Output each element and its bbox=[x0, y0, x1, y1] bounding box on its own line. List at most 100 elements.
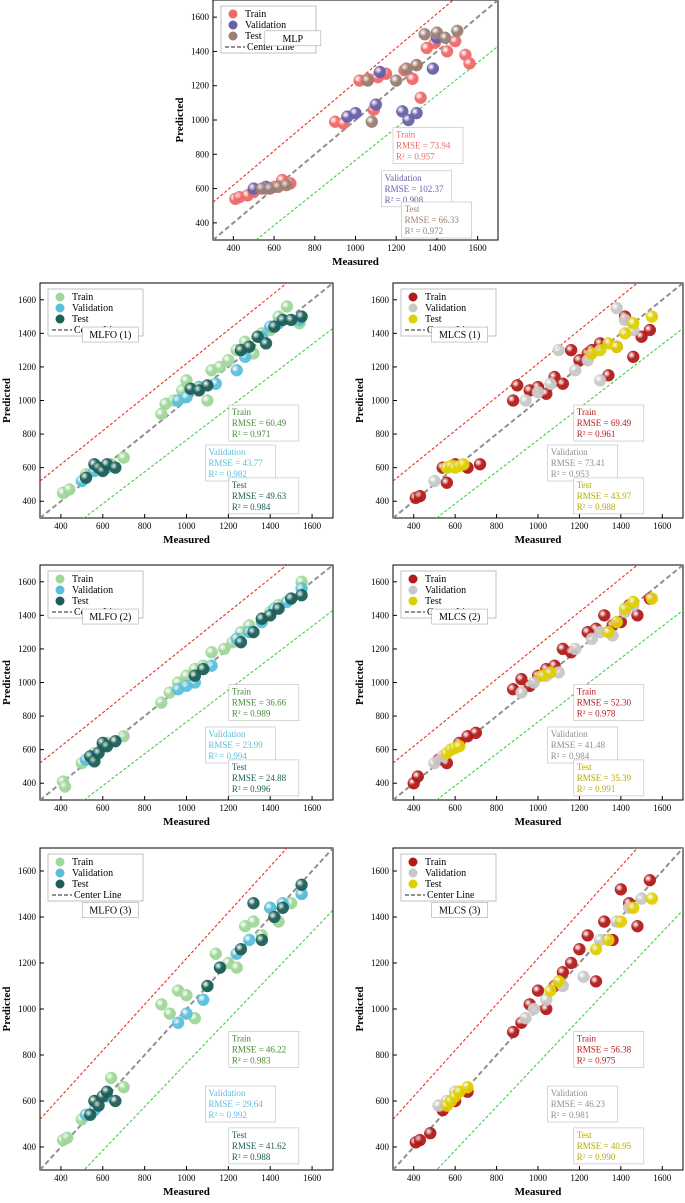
model-label: MLCS (2) bbox=[439, 612, 480, 623]
y-tick-label: 400 bbox=[23, 496, 37, 506]
train-point bbox=[598, 609, 611, 622]
legend-marker-train bbox=[55, 292, 65, 302]
legend-marker-validation bbox=[408, 303, 418, 313]
y-tick-label: 1200 bbox=[371, 958, 390, 968]
stat-set-label: Test bbox=[577, 762, 592, 772]
y-axis-title: Predicted bbox=[354, 660, 366, 705]
x-tick-label: 1400 bbox=[261, 521, 280, 531]
upper-bound-line bbox=[40, 848, 288, 1120]
legend-marker-test bbox=[55, 879, 65, 889]
train-point bbox=[213, 360, 227, 374]
x-tick-label: 600 bbox=[448, 521, 462, 531]
test-point bbox=[610, 615, 623, 629]
stat-set-label: Test bbox=[232, 1130, 247, 1140]
test-point bbox=[84, 1108, 97, 1122]
model-label: MLFO (2) bbox=[89, 612, 131, 623]
lower-bound-line bbox=[435, 327, 683, 518]
train-point bbox=[413, 489, 427, 503]
train-point bbox=[104, 1071, 118, 1085]
stat-set-label: Train bbox=[232, 407, 252, 417]
y-tick-label: 800 bbox=[23, 1050, 37, 1060]
test-point bbox=[109, 1094, 122, 1108]
stat-set-label: Validation bbox=[385, 173, 422, 183]
legend-label-validation: Validation bbox=[425, 303, 466, 314]
x-tick-label: 800 bbox=[490, 1173, 504, 1183]
y-tick-label: 400 bbox=[196, 218, 210, 228]
lower-bound-line bbox=[435, 909, 683, 1170]
lower-bound-line bbox=[83, 609, 333, 800]
model-label: MLCS (3) bbox=[439, 905, 480, 916]
test-point bbox=[234, 943, 248, 956]
plot-area bbox=[393, 565, 683, 800]
train-point bbox=[643, 323, 657, 337]
test-point bbox=[618, 602, 632, 615]
test-point bbox=[438, 31, 452, 44]
x-axis-title: Measured bbox=[515, 1186, 562, 1198]
train-point bbox=[631, 920, 644, 933]
chart-panel-2: 400 600 800 1000 1200 1400 1600 400 600 800 1000 12… bbox=[354, 282, 684, 546]
test-point bbox=[251, 330, 264, 343]
stat-set-label: Validation bbox=[208, 729, 245, 739]
legend-label-validation: Validation bbox=[72, 585, 113, 596]
validation-point bbox=[544, 377, 557, 390]
stat-set-label: Validation bbox=[208, 447, 245, 457]
stat-rmse: RMSE = 43.97 bbox=[577, 491, 632, 501]
y-tick-label: 1200 bbox=[371, 644, 390, 654]
stat-set-label: Train bbox=[577, 687, 597, 697]
x-tick-label: 1000 bbox=[178, 1173, 197, 1183]
y-tick-label: 1000 bbox=[371, 1004, 390, 1014]
plot-area bbox=[40, 283, 333, 518]
train-point bbox=[573, 943, 586, 956]
stat-set-label: Test bbox=[577, 480, 592, 490]
x-tick-label: 600 bbox=[448, 1173, 462, 1183]
stat-box-frame bbox=[573, 759, 645, 797]
stat-r2: R² = 0.971 bbox=[232, 429, 271, 439]
upper-bound-line bbox=[393, 283, 639, 482]
test-point bbox=[627, 901, 640, 914]
x-tick-label: 400 bbox=[227, 243, 241, 253]
x-tick-label: 1600 bbox=[653, 803, 672, 813]
stat-set-label: Train bbox=[577, 407, 597, 417]
validation-point bbox=[585, 632, 599, 646]
x-axis-title: Measured bbox=[163, 816, 210, 828]
lower-bound-line bbox=[83, 327, 333, 518]
legend-marker-validation bbox=[408, 868, 418, 878]
y-tick-label: 1400 bbox=[18, 328, 37, 338]
stat-rmse: RMSE = 66.33 bbox=[405, 215, 460, 225]
train-point bbox=[589, 975, 603, 988]
stat-r2: R² = 0.990 bbox=[577, 1152, 616, 1162]
stat-rmse: RMSE = 35.39 bbox=[577, 773, 632, 783]
stat-r2: R² = 0.996 bbox=[232, 784, 271, 794]
train-point bbox=[180, 989, 193, 1002]
y-axis-title: Predicted bbox=[354, 986, 366, 1031]
y-tick-label: 400 bbox=[23, 778, 37, 788]
legend-label-test: Test bbox=[425, 596, 442, 607]
stat-rmse: RMSE = 60.49 bbox=[232, 418, 287, 428]
stat-r2: R² = 0.981 bbox=[551, 1110, 590, 1120]
x-tick-label: 1000 bbox=[529, 521, 548, 531]
test-point bbox=[589, 943, 603, 956]
y-tick-label: 1000 bbox=[18, 396, 37, 406]
stat-box-frame bbox=[205, 726, 276, 764]
stat-r2: R² = 0.988 bbox=[577, 502, 616, 512]
validation-point bbox=[552, 343, 565, 357]
test-point bbox=[418, 28, 431, 41]
validation-point bbox=[531, 385, 545, 399]
stat-box-frame bbox=[228, 404, 300, 442]
x-tick-label: 1200 bbox=[570, 521, 589, 531]
y-tick-label: 400 bbox=[376, 496, 390, 506]
legend-label-center: Center Line bbox=[427, 890, 475, 901]
stat-rmse: RMSE = 29.64 bbox=[208, 1099, 263, 1109]
train-point bbox=[564, 956, 578, 970]
test-point bbox=[201, 379, 214, 392]
stat-rmse: RMSE = 24.88 bbox=[232, 773, 287, 783]
train-point bbox=[117, 1080, 130, 1094]
validation-point bbox=[527, 676, 541, 689]
test-point bbox=[457, 458, 470, 471]
x-tick-label: 800 bbox=[138, 803, 152, 813]
